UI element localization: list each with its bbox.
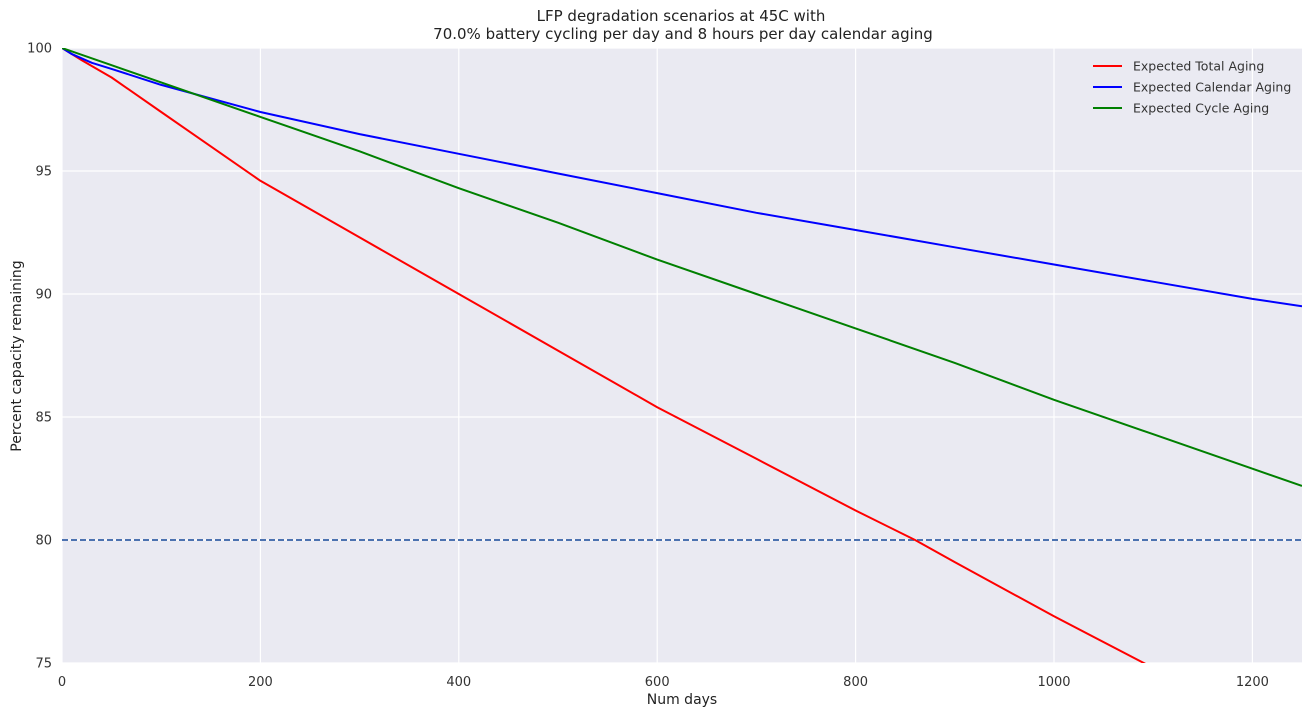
y-tick-label: 95 <box>35 165 52 180</box>
chart-title: LFP degradation scenarios at 45C with <box>537 7 826 25</box>
chart-subtitle: 70.0% battery cycling per day and 8 hour… <box>433 25 933 43</box>
y-axis-label: Percent capacity remaining <box>9 260 25 451</box>
y-tick-label: 85 <box>35 411 52 426</box>
y-tick-label: 75 <box>35 657 52 672</box>
legend-label: Expected Cycle Aging <box>1133 101 1269 116</box>
y-tick-label: 90 <box>35 288 52 303</box>
legend-label: Expected Calendar Aging <box>1133 80 1291 95</box>
x-tick-label: 400 <box>446 675 471 690</box>
y-tick-label: 80 <box>35 534 52 549</box>
series-line-1 <box>62 48 1146 663</box>
series-line-3 <box>62 48 1302 487</box>
legend: Expected Total Aging Expected Calendar Ag… <box>1093 59 1291 116</box>
x-tick-label: 800 <box>843 675 868 690</box>
x-tick-label: 1200 <box>1236 675 1269 690</box>
x-tick-label: 0 <box>58 675 66 690</box>
legend-label: Expected Total Aging <box>1133 59 1264 74</box>
series-group <box>62 48 1302 663</box>
x-axis-label: Num days <box>647 692 717 708</box>
x-tick-label: 600 <box>645 675 670 690</box>
plot-area <box>62 48 1302 663</box>
x-tick-label: 1000 <box>1037 675 1070 690</box>
series-line-2 <box>62 48 1302 308</box>
x-tick-label: 200 <box>248 675 273 690</box>
y-tick-label: 100 <box>27 42 52 57</box>
